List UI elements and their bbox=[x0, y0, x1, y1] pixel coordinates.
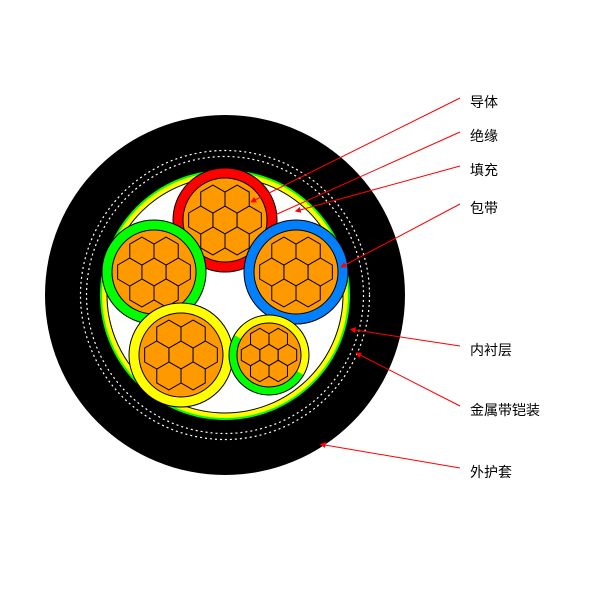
label-outer_sheath: 外护套 bbox=[470, 462, 512, 482]
label-conductor: 导体 bbox=[470, 92, 498, 112]
label-inner_lining: 内衬层 bbox=[470, 340, 512, 360]
cable-cross-section-diagram bbox=[0, 0, 600, 600]
label-filler: 填充 bbox=[470, 160, 498, 180]
label-insulation: 绝缘 bbox=[470, 126, 498, 146]
label-tape: 包带 bbox=[470, 198, 498, 218]
label-armor: 金属带铠装 bbox=[470, 400, 540, 420]
